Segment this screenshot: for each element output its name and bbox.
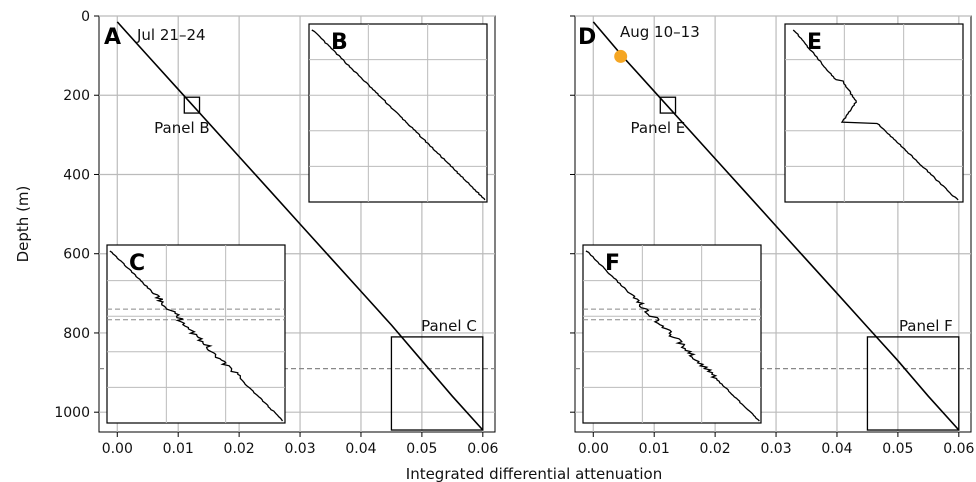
x-tick-label-6: 0.06 [467,441,498,457]
zoom-box-label-0: Panel E [631,119,686,137]
inset-curve [109,250,284,422]
zoom-box-0 [659,96,677,114]
inset-letter-b: B [331,30,348,55]
panel-d-series [592,21,960,431]
panel-letter-a: A [104,25,121,50]
series-line-0 [592,21,960,431]
y-axis-label: Depth (m) [14,186,32,263]
x-tick-label-0: 0.00 [102,441,133,457]
zoom-box-label-1: Panel C [421,317,477,335]
panel-a-zoom-boxes: Panel B Panel C [154,96,484,431]
x-tick-label-1: 0.01 [163,441,194,457]
highlight-marker [614,49,628,63]
inset-curve [585,250,760,422]
y-tick-label-2: 400 [63,167,90,183]
x-tick-label-5: 0.05 [882,441,913,457]
x-tick-label-0: 0.00 [578,441,609,457]
inset-curve [792,29,959,201]
y-tick-label-0: 0 [81,9,90,25]
date-label-a: Jul 21–24 [136,26,206,44]
x-tick-label-4: 0.04 [345,441,376,457]
x-tick-label-2: 0.02 [224,441,255,457]
y-tick-label-3: 600 [63,247,90,263]
x-tick-label-3: 0.03 [284,441,315,457]
y-tick-label-5: 1000 [54,405,90,421]
x-tick-label-5: 0.05 [406,441,437,457]
panel-d-insets: EF [582,23,964,424]
zoom-box-1 [390,336,484,431]
x-tick-label-3: 0.03 [760,441,791,457]
y-tick-label-1: 200 [63,88,90,104]
inset-b: B [308,23,488,203]
y-tick-label-4: 800 [63,326,90,342]
inset-letter-f: F [605,251,620,276]
inset-letter-c: C [129,251,145,276]
panel-d-zoom-boxes: Panel E Panel F [631,96,960,431]
panel-d-marker [614,49,628,63]
x-tick-label-6: 0.06 [943,441,974,457]
inset-e: E [784,23,964,203]
zoom-box-label-0: Panel B [154,119,210,137]
zoom-box-1 [866,336,960,431]
panel-a-insets: BC [106,23,488,424]
panel-a-ticks: 0.00 0.01 0.02 0.03 0.04 0.05 0.06 0 200 400 600 80… [54,9,498,457]
date-label-d: Aug 10–13 [620,23,700,41]
series-line-0 [116,21,484,431]
panel-d-ticks: 0.00 0.01 0.02 0.03 0.04 0.05 0.06 [570,15,974,457]
x-axis-label: Integrated differential attenuation [406,465,662,482]
x-tick-label-1: 0.01 [639,441,670,457]
zoom-box-0 [183,96,201,114]
inset-f: F [582,244,762,424]
panel-letter-d: D [578,25,596,50]
x-tick-label-2: 0.02 [700,441,731,457]
inset-letter-e: E [807,30,822,55]
inset-c: C [106,244,286,424]
x-tick-label-4: 0.04 [821,441,852,457]
panel-a-series [116,21,484,431]
zoom-box-label-1: Panel F [899,317,953,335]
inset-curve [311,29,486,201]
